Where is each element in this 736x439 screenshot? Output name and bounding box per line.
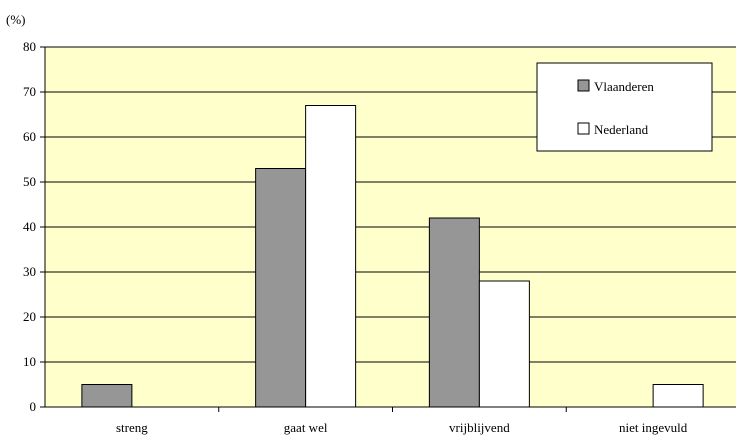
y-tick-label: 20 xyxy=(23,309,36,324)
y-tick-label: 30 xyxy=(23,264,36,279)
x-tick-label: gaat wel xyxy=(284,420,328,435)
x-tick-label: streng xyxy=(116,420,148,435)
legend-box xyxy=(536,62,713,152)
bar-nederland-niet-ingevuld xyxy=(652,384,704,408)
bar-nederland-gaat-wel xyxy=(305,105,357,408)
axes xyxy=(40,46,736,412)
legend-swatch-nederland xyxy=(577,122,590,135)
legend-label-nederland: Nederland xyxy=(594,122,649,137)
y-tick-label: 10 xyxy=(23,354,36,369)
y-tick-label: 60 xyxy=(23,129,36,144)
bar-vlaanderen-vrijblijvend xyxy=(428,217,480,408)
legend-swatch-vlaanderen xyxy=(577,79,590,92)
bar-vlaanderen-gaat-wel xyxy=(255,168,307,408)
tick-labels: 0 10 20 30 40 50 60 70 80 streng gaat wel vrijblijv… xyxy=(23,39,688,435)
x-tick-label: niet ingevuld xyxy=(619,420,688,435)
legend: Vlaanderen Nederland xyxy=(536,62,713,152)
bar-vlaanderen-streng xyxy=(81,384,133,408)
y-tick-label: 70 xyxy=(23,84,36,99)
y-tick-label: 50 xyxy=(23,174,36,189)
y-tick-label: 40 xyxy=(23,219,36,234)
y-tick-label: 0 xyxy=(30,399,37,414)
y-tick-label: 80 xyxy=(23,39,36,54)
legend-label-vlaanderen: Vlaanderen xyxy=(594,79,654,94)
bar-nederland-vrijblijvend xyxy=(478,280,530,408)
bars xyxy=(81,105,704,408)
y-axis-unit-label: (%) xyxy=(6,12,26,27)
x-tick-label: vrijblijvend xyxy=(449,420,510,435)
